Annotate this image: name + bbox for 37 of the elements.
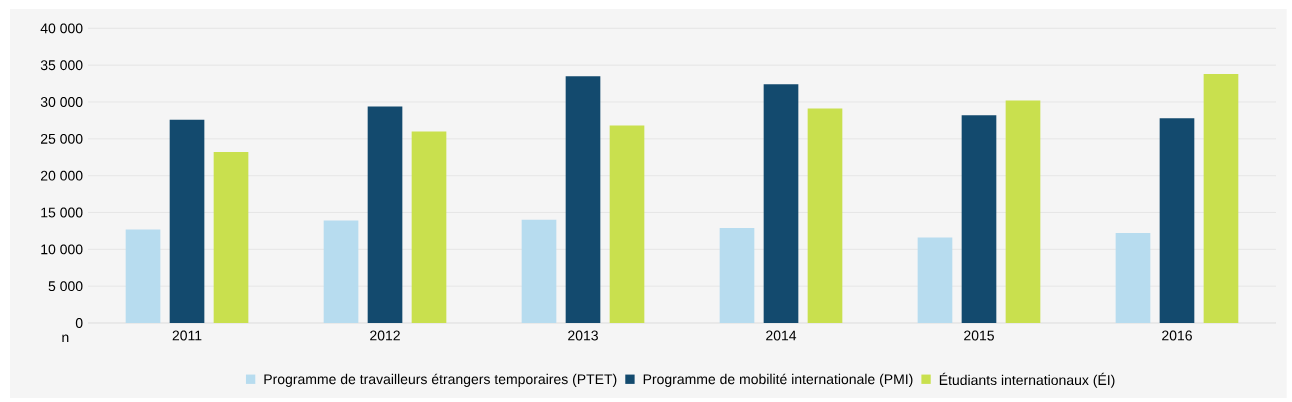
bar: [961, 115, 997, 323]
y-tick-label: 35 000: [40, 60, 83, 71]
bar: [1115, 233, 1151, 323]
x-tick-label: 2016: [1162, 330, 1192, 341]
bar: [521, 219, 557, 323]
bar: [1159, 118, 1195, 323]
x-tick-label: 2015: [964, 330, 994, 341]
bar: [807, 108, 843, 323]
y-tick-label: 0: [75, 318, 83, 328]
y-tick-label: 20 000: [40, 170, 83, 181]
bar: [1203, 74, 1239, 323]
y-tick-label: 40 000: [40, 23, 83, 34]
bar: [1005, 100, 1041, 323]
bar: [565, 76, 601, 323]
x-tick-label: 2012: [370, 330, 400, 341]
legend-label: Programme de mobilité internationale (PMI): [643, 373, 913, 387]
bar: [719, 227, 755, 323]
bar: [213, 152, 249, 323]
legend-label: Étudiants internationaux (ÉI): [939, 372, 1115, 388]
y-tick-label: 30 000: [40, 97, 83, 107]
bar: [411, 131, 447, 323]
x-tick-label: 2014: [766, 330, 797, 341]
x-tick-label: 2011: [172, 330, 202, 341]
bar: [917, 237, 953, 323]
y-axis-title: n: [62, 334, 69, 343]
bar: [125, 229, 161, 323]
bar: [367, 106, 403, 323]
y-tick-label: 10 000: [41, 244, 83, 255]
y-tick-label: 15 000: [41, 207, 83, 218]
bar: [609, 125, 645, 323]
bar: [323, 220, 359, 323]
y-tick-label: 25 000: [40, 133, 83, 144]
y-tick-label: 5 000: [48, 281, 83, 292]
bar: [169, 119, 205, 323]
x-tick-label: 2013: [568, 330, 598, 341]
bar: [763, 84, 799, 323]
legend-label: Programme de travailleurs étrangers temporaires (PTET): [264, 373, 617, 387]
